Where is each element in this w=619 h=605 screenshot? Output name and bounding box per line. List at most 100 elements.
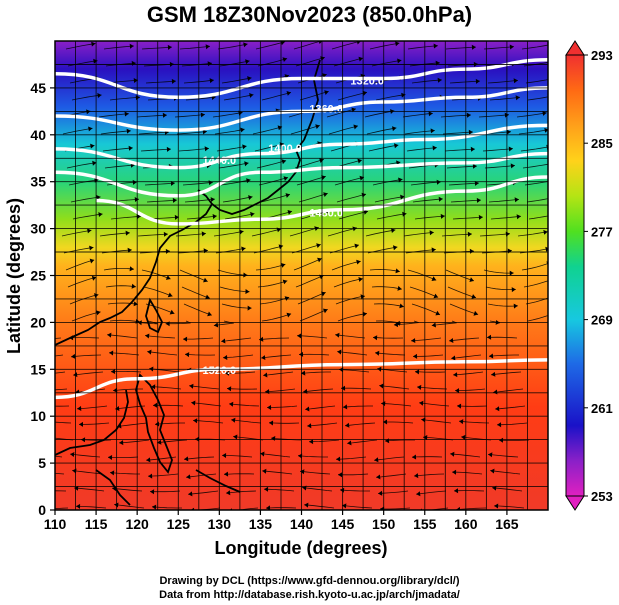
y-tick-label: 5 bbox=[38, 455, 46, 471]
streamline-arrow bbox=[438, 196, 443, 202]
streamline-arrow bbox=[412, 454, 417, 460]
streamline-arrow bbox=[379, 383, 384, 389]
streamline bbox=[488, 354, 519, 357]
streamline bbox=[371, 286, 402, 290]
streamline bbox=[72, 213, 103, 220]
streamline bbox=[183, 303, 212, 316]
streamline-arrow bbox=[357, 158, 362, 164]
colorbar-upper-arrow bbox=[565, 40, 585, 56]
streamline-arrow bbox=[316, 243, 321, 248]
streamline-arrow bbox=[514, 197, 519, 203]
colorbar-label: 269 bbox=[591, 313, 613, 328]
streamline-arrow bbox=[280, 41, 286, 46]
streamline-arrow bbox=[317, 257, 322, 263]
streamline bbox=[183, 337, 214, 340]
colorbar-scale bbox=[565, 54, 585, 497]
streamline-arrow bbox=[204, 146, 209, 152]
streamline bbox=[229, 403, 260, 407]
streamline-arrow bbox=[437, 77, 442, 83]
streamline-arrow bbox=[440, 213, 445, 219]
streamline-arrow bbox=[508, 146, 513, 152]
streamline-arrow bbox=[467, 231, 472, 237]
streamline-arrow bbox=[457, 403, 462, 409]
streamline-arrow bbox=[79, 421, 83, 427]
streamline-arrow bbox=[240, 127, 245, 133]
streamline-arrow bbox=[162, 112, 167, 118]
streamline bbox=[55, 388, 68, 391]
streamline bbox=[448, 182, 479, 186]
streamline bbox=[109, 319, 140, 323]
streamline-arrow bbox=[93, 58, 98, 64]
streamline bbox=[103, 45, 134, 50]
x-tick-label: 160 bbox=[454, 516, 478, 532]
streamline bbox=[221, 303, 252, 309]
streamline bbox=[524, 181, 548, 186]
streamline-arrow bbox=[544, 127, 548, 133]
streamline bbox=[55, 490, 67, 492]
streamline-arrow bbox=[89, 258, 95, 264]
streamline bbox=[375, 320, 401, 324]
streamline bbox=[66, 162, 97, 169]
streamline bbox=[369, 42, 400, 50]
streamline-arrow bbox=[267, 405, 272, 410]
streamline bbox=[374, 456, 405, 461]
streamline bbox=[517, 231, 548, 237]
streamline bbox=[447, 286, 477, 299]
streamline bbox=[459, 420, 490, 424]
streamline-arrow bbox=[550, 295, 555, 300]
streamline-arrow bbox=[243, 42, 248, 48]
contour-line-1520.0 bbox=[55, 358, 548, 400]
streamline-arrow bbox=[132, 179, 137, 185]
streamline-arrow bbox=[210, 197, 215, 202]
streamline bbox=[410, 181, 441, 186]
streamline bbox=[483, 46, 514, 50]
streamline-arrow bbox=[150, 489, 155, 495]
streamline bbox=[223, 473, 255, 475]
streamline-arrow bbox=[261, 355, 266, 360]
streamline bbox=[145, 303, 175, 314]
streamline bbox=[414, 371, 446, 373]
streamline-arrow bbox=[36, 489, 40, 494]
streamline-arrow bbox=[472, 163, 477, 169]
streamline bbox=[527, 315, 548, 322]
streamline bbox=[407, 45, 438, 50]
streamline bbox=[106, 181, 137, 186]
streamline-arrow bbox=[282, 279, 288, 285]
streamline-arrow bbox=[97, 93, 102, 98]
y-tick-label: 35 bbox=[30, 174, 46, 190]
streamline bbox=[490, 470, 521, 475]
streamline-arrow bbox=[133, 301, 138, 307]
streamline-arrow bbox=[431, 247, 436, 253]
streamline-arrow bbox=[552, 311, 557, 316]
streamline-arrow bbox=[229, 401, 234, 407]
streamline-arrow bbox=[203, 277, 208, 283]
streamline-arrow bbox=[432, 145, 437, 151]
streamline bbox=[218, 162, 249, 169]
streamline-arrow bbox=[459, 419, 464, 425]
streamline bbox=[141, 46, 172, 50]
streamline-arrow bbox=[428, 111, 433, 117]
streamline-arrow bbox=[433, 293, 439, 299]
streamline-arrow bbox=[548, 278, 553, 283]
streamline-arrow bbox=[376, 474, 381, 480]
streamline-arrow bbox=[128, 145, 133, 151]
streamline bbox=[375, 94, 406, 101]
streamline bbox=[212, 112, 243, 118]
y-tick-label: 25 bbox=[30, 268, 46, 284]
streamline-arrow bbox=[70, 452, 75, 457]
contour-line-1360.0 bbox=[55, 86, 548, 132]
streamline-arrow bbox=[451, 355, 456, 361]
streamline bbox=[305, 405, 336, 410]
streamline bbox=[411, 79, 442, 84]
streamline-arrow bbox=[476, 197, 481, 203]
streamline bbox=[297, 455, 328, 458]
streamline bbox=[340, 387, 372, 390]
streamline bbox=[61, 229, 92, 237]
streamline bbox=[478, 114, 509, 118]
streamline bbox=[419, 402, 450, 407]
streamline bbox=[441, 233, 472, 237]
streamline-arrow bbox=[92, 160, 97, 166]
streamline-arrow bbox=[221, 338, 226, 344]
streamline bbox=[147, 351, 178, 356]
